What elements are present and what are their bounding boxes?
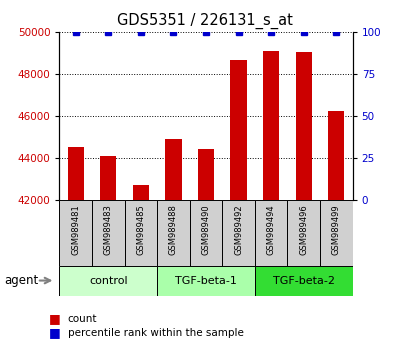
Bar: [230, 60, 246, 200]
Bar: [165, 139, 181, 200]
Bar: [92, 200, 124, 266]
Bar: [157, 266, 254, 296]
Bar: [327, 111, 344, 200]
Text: control: control: [89, 275, 127, 286]
Bar: [59, 266, 157, 296]
Text: GSM989485: GSM989485: [136, 205, 145, 255]
Bar: [319, 200, 352, 266]
Text: percentile rank within the sample: percentile rank within the sample: [67, 328, 243, 338]
Text: ■: ■: [49, 312, 61, 325]
Text: GDS5351 / 226131_s_at: GDS5351 / 226131_s_at: [117, 12, 292, 29]
Bar: [100, 156, 116, 200]
Bar: [287, 200, 319, 266]
Text: GSM989490: GSM989490: [201, 205, 210, 255]
Text: GSM989483: GSM989483: [103, 205, 112, 256]
Text: GSM989496: GSM989496: [299, 205, 308, 255]
Bar: [295, 52, 311, 200]
Text: GSM989488: GSM989488: [169, 205, 178, 256]
Bar: [198, 149, 213, 200]
Bar: [67, 148, 84, 200]
Bar: [222, 200, 254, 266]
Text: GSM989481: GSM989481: [71, 205, 80, 255]
Text: TGF-beta-1: TGF-beta-1: [175, 275, 236, 286]
Text: GSM989499: GSM989499: [331, 205, 340, 255]
Bar: [133, 185, 148, 200]
Text: TGF-beta-2: TGF-beta-2: [272, 275, 334, 286]
Bar: [254, 200, 287, 266]
Text: GSM989494: GSM989494: [266, 205, 275, 255]
Text: count: count: [67, 314, 97, 324]
Bar: [124, 200, 157, 266]
Text: agent: agent: [4, 274, 38, 287]
Bar: [157, 200, 189, 266]
Bar: [59, 200, 92, 266]
Text: GSM989492: GSM989492: [234, 205, 243, 255]
Bar: [263, 51, 279, 200]
Text: ■: ■: [49, 326, 61, 339]
Bar: [189, 200, 222, 266]
Bar: [254, 266, 352, 296]
